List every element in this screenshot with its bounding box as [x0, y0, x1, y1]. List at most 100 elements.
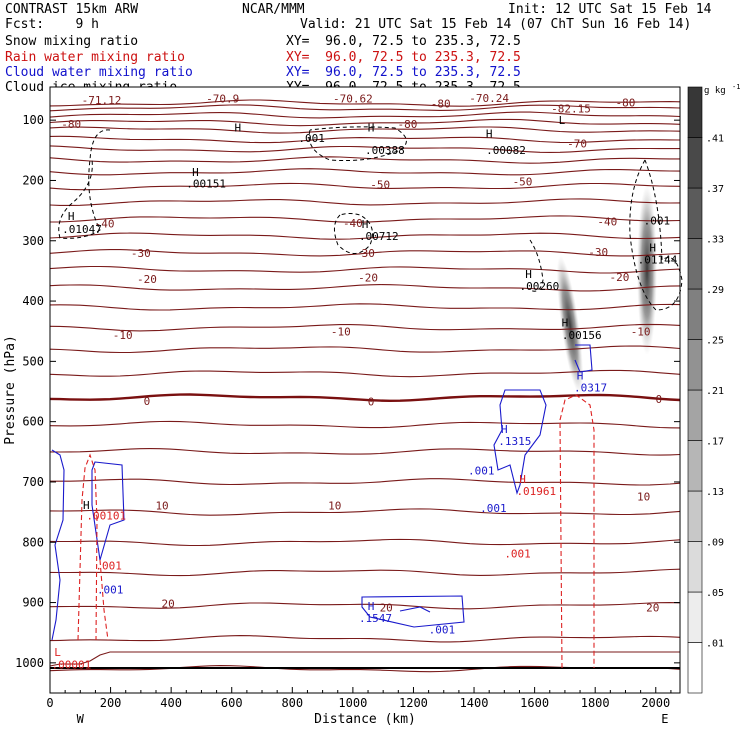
cloud-ice-contour — [58, 129, 111, 239]
colorbar-segment — [687, 187, 703, 239]
colorbar-segment — [687, 339, 703, 391]
extremum-marker: H — [562, 316, 569, 329]
x-tick-label: 1600 — [520, 696, 549, 710]
forecast-hour: Fcst: 9 h — [5, 17, 99, 32]
isotherm-label: -20 — [609, 271, 629, 284]
isotherm-line — [49, 126, 681, 134]
isotherm-line — [49, 265, 681, 274]
contour-labels: -71.12 -70.9 -70.62 -70.24 -82.15 -80 -80 -80 -8… — [52, 92, 678, 671]
west-label: W — [77, 712, 85, 726]
x-tick-label: 1400 — [460, 696, 489, 710]
colorbar-label: .33 — [706, 235, 724, 246]
isotherm-label: -30 — [355, 247, 375, 260]
field-xy-snow: XY= 96.0, 72.5 to 235.3, 72.5 — [286, 34, 521, 49]
extremum-marker: L — [54, 646, 61, 659]
cloud-ice-contour — [529, 239, 544, 292]
isotherm-zero — [49, 393, 681, 403]
y-tick-label: 600 — [22, 415, 44, 429]
y-tick-label: 400 — [22, 294, 44, 308]
isotherm-label: -82.15 — [551, 102, 591, 115]
y-tick-label: 700 — [22, 475, 44, 489]
isotherm-label: -80 — [397, 118, 417, 131]
isotherm-label: -10 — [631, 325, 651, 338]
contour-value-label: .0317 — [574, 381, 607, 394]
isotherm-label: -20 — [137, 273, 157, 286]
isotherm-line — [49, 420, 681, 429]
contour-value-label: .00388 — [365, 144, 405, 157]
x-tick-label: 600 — [221, 696, 243, 710]
isotherm-line — [49, 215, 681, 223]
extremum-marker: H — [519, 473, 526, 486]
isotherm-line — [49, 99, 681, 107]
extremum-marker: H — [368, 600, 375, 613]
x-tick-label: 1800 — [581, 696, 610, 710]
valid-time: Valid: 21 UTC Sat 15 Feb 14 (07 ChT Sun … — [300, 17, 692, 32]
isotherm-label: 0 — [368, 395, 375, 408]
cloud-water-contour — [574, 344, 593, 373]
cloud-water-contour — [51, 449, 65, 641]
extremum-marker: H — [649, 242, 656, 255]
isotherm-label: -80 — [431, 97, 451, 110]
isotherm-label: -80 — [61, 118, 81, 131]
colorbar-segment — [687, 541, 703, 593]
cloud-ice-contour — [629, 159, 683, 311]
isotherm-label: -30 — [131, 247, 151, 260]
isotherm-label: 10 — [637, 491, 650, 504]
isotherm-line — [49, 602, 681, 610]
x-tick-label: 800 — [281, 696, 303, 710]
isotherm-label: -70 — [567, 137, 587, 150]
isotherm-line — [49, 104, 681, 112]
axes: 0 200 400 600 800 1000 1200 1400 1600 1800 2000100… — [3, 86, 681, 727]
contour-value-label: .001 — [95, 559, 122, 572]
field-xy-cloud-water: XY= 96.0, 72.5 to 235.3, 72.5 — [286, 65, 521, 80]
model-title: CONTRAST 15km ARW — [5, 2, 139, 17]
cloud-water-contour — [91, 461, 125, 561]
extremum-marker: H — [368, 122, 375, 135]
isotherm-label: -70.62 — [333, 93, 373, 106]
isotherm-label: -40 — [343, 217, 363, 230]
extremum-marker: H — [83, 499, 90, 512]
isotherm-label: -10 — [331, 325, 351, 338]
extremum-marker: H — [362, 218, 369, 231]
field-label-snow: Snow mixing ratio — [5, 34, 139, 49]
colorbar-label: .37 — [706, 184, 724, 195]
contour-value-label: .001 — [468, 465, 495, 478]
y-tick-label: 200 — [22, 173, 44, 187]
isotherm-line — [49, 323, 681, 332]
colorbar-segment — [687, 440, 703, 492]
y-tick-label: 900 — [22, 596, 44, 610]
colorbar-label: .09 — [706, 538, 724, 549]
isotherm-line — [49, 568, 681, 577]
isotherm-label: 20 — [380, 602, 393, 615]
contour-value-label: .00151 — [186, 178, 226, 191]
isotherm-label: -50 — [513, 175, 533, 188]
isotherm-label: -10 — [113, 329, 133, 342]
y-tick-label: 1000 — [15, 656, 44, 670]
contour-value-label: .00712 — [359, 230, 399, 243]
contour-value-label: .1547 — [359, 612, 392, 625]
contour-value-label: .001 — [97, 583, 124, 596]
x-tick-label: 2000 — [641, 696, 670, 710]
isotherm-label: 20 — [162, 597, 175, 610]
isotherm-line — [49, 118, 681, 127]
colorbar-segment — [687, 591, 703, 643]
isotherm-line — [49, 369, 681, 378]
y-tick-label: 800 — [22, 535, 44, 549]
cloud-ice-contour — [308, 126, 407, 162]
contour-value-label: .001 — [644, 214, 671, 227]
isotherm-line — [49, 232, 681, 240]
colorbar-label: .13 — [706, 487, 724, 498]
isotherm-label: 20 — [646, 602, 659, 615]
isotherm-label: -70.9 — [206, 93, 239, 106]
colorbar-unit-exponent: -1 — [732, 83, 740, 91]
field-label-rain: Rain water mixing ratio — [5, 50, 186, 65]
isotherm-label: 0 — [655, 393, 662, 406]
contour-value-label: .001 — [429, 623, 456, 636]
extremum-marker: H — [525, 268, 532, 281]
snow-plume-far-east — [637, 185, 657, 355]
x-tick-label: 1000 — [338, 696, 367, 710]
x-axis-label: Distance (km) — [314, 712, 416, 727]
isotherm-line — [49, 111, 681, 119]
colorbar-segment — [687, 137, 703, 189]
